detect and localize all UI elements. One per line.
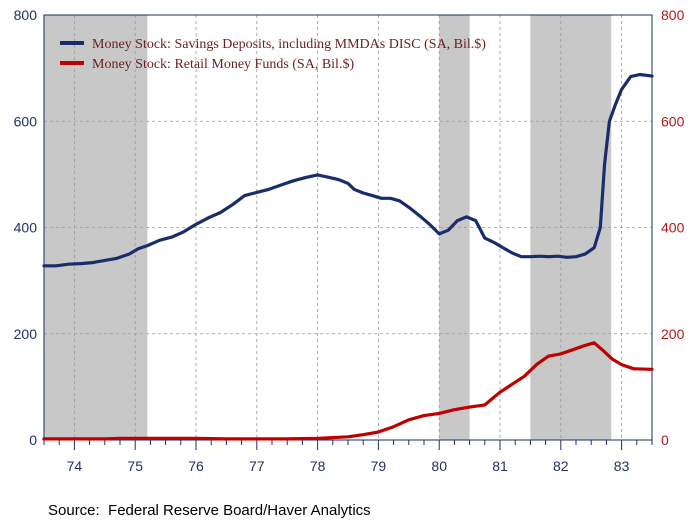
x-tick-label: 81: [492, 458, 508, 474]
legend-label-retail-funds: Money Stock: Retail Money Funds (SA, Bil…: [92, 57, 354, 72]
left-tick-label: 0: [29, 432, 37, 448]
recession-band-1: [44, 15, 148, 440]
x-tick-label: 83: [614, 458, 630, 474]
left-tick-label: 800: [14, 7, 38, 23]
right-tick-label: 600: [661, 113, 685, 129]
x-tick-label: 79: [371, 458, 387, 474]
x-tick-label: 82: [553, 458, 569, 474]
left-tick-label: 400: [14, 220, 38, 236]
series-line-savings-deposits: [42, 72, 654, 268]
x-tick-label: 76: [188, 458, 204, 474]
left-tick-label: 200: [14, 326, 38, 342]
x-tick-label: 74: [67, 458, 83, 474]
x-tick-label: 78: [310, 458, 326, 474]
series-lines: [42, 72, 654, 441]
grid-lines: [44, 15, 652, 440]
x-tick-label: 75: [127, 458, 143, 474]
left-tick-label: 600: [14, 113, 38, 129]
right-axis-ticks: 0 200 400 600 800: [661, 7, 685, 448]
legend: Money Stock: Savings Deposits, including…: [60, 37, 486, 72]
x-axis: 74 75 76 77 78 79 80 81 82 83: [43, 440, 653, 474]
right-tick-label: 200: [661, 326, 685, 342]
left-axis-ticks: 0 200 400 600 800: [14, 7, 38, 448]
x-tick-label: 80: [431, 458, 447, 474]
right-tick-label: 800: [661, 7, 685, 23]
right-tick-label: 400: [661, 220, 685, 236]
legend-label-savings: Money Stock: Savings Deposits, including…: [92, 37, 486, 52]
source-note: Source: Federal Reserve Board/Haver Anal…: [48, 502, 371, 519]
right-tick-label: 0: [661, 432, 669, 448]
series-line-retail-money-funds: [42, 341, 654, 441]
x-tick-label: 77: [249, 458, 265, 474]
